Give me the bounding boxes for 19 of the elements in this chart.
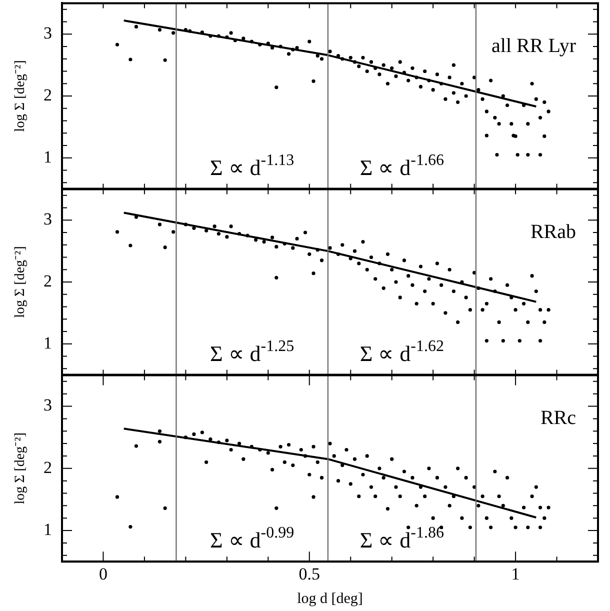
x-tick-label: 1 bbox=[511, 564, 520, 584]
y-axis-title: log Σ [deg⁻²] bbox=[13, 246, 28, 318]
y-tick-label: 2 bbox=[44, 458, 52, 477]
annotation: all RR Lyr bbox=[492, 35, 576, 58]
x-axis-title: log d [deg] bbox=[297, 590, 363, 607]
y-tick-label: 3 bbox=[44, 396, 52, 415]
y-axis-title: log Σ [deg⁻²] bbox=[13, 60, 28, 132]
y-tick-label: 2 bbox=[44, 271, 52, 290]
annotation: RRc bbox=[540, 407, 576, 430]
x-tick-label: 0.5 bbox=[298, 564, 320, 584]
y-tick-label: 2 bbox=[44, 85, 52, 104]
y-tick-label: 1 bbox=[44, 147, 52, 166]
annotation: RRab bbox=[530, 221, 576, 244]
y-tick-label: 3 bbox=[44, 210, 52, 229]
y-axis-title: log Σ [deg⁻²] bbox=[13, 432, 28, 504]
x-tick-label: 0 bbox=[98, 564, 108, 584]
y-tick-label: 3 bbox=[44, 24, 52, 43]
y-tick-label: 1 bbox=[44, 520, 52, 539]
y-tick-label: 1 bbox=[44, 333, 52, 352]
